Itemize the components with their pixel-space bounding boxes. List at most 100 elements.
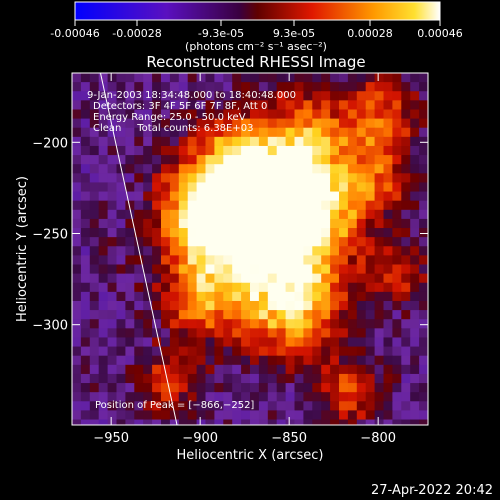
heatmap-cell [241,73,251,83]
heatmap-cell [285,73,296,83]
heatmap-cell [223,282,233,293]
annotation-time-range: 9-Jan-2003 18:34:48.000 to 18:40:48.000 [87,90,296,101]
heatmap-cell [285,264,296,275]
heatmap-cell [178,328,189,339]
heatmap-cell [178,300,189,311]
heatmap-cell [356,355,367,366]
heatmap-cell [392,173,402,184]
heatmap-cell [250,392,260,402]
heatmap-cell [196,355,207,366]
heatmap-cell [321,355,331,366]
heatmap-cell [303,328,313,339]
heatmap-cell [303,392,313,402]
heatmap-cell [214,209,224,220]
heatmap-cell [303,255,313,266]
heatmap-cell [161,328,171,339]
heatmap-cell [72,392,82,402]
heatmap-cell [410,127,420,138]
heatmap-cell [419,246,428,256]
heatmap-cell [356,346,367,357]
heatmap-cell [107,401,118,412]
heatmap-cell [419,91,428,101]
heatmap-cell [303,118,313,129]
annotation-detectors: Detectors: 3F 4F 5F 6F 7F 8F, Att 0 [93,101,267,112]
heatmap-cell [294,136,304,147]
heatmap-cell [401,191,411,202]
heatmap-cell [125,310,135,320]
heatmap-cell [330,419,340,425]
heatmap-cell [205,136,215,147]
heatmap-cell [392,155,402,165]
heatmap-cell [232,328,242,339]
heatmap-cell [89,255,100,266]
heatmap-cell [374,291,385,302]
heatmap-cell [223,419,233,425]
heatmap-cell [312,182,322,193]
heatmap-cell [401,118,411,129]
heatmap-cell [89,364,100,375]
heatmap-cell [107,82,118,92]
heatmap-cell [196,337,207,348]
heatmap-cell [107,291,118,302]
heatmap-cell [321,127,331,138]
heatmap-cell [205,182,215,193]
heatmap-cell [330,355,340,366]
heatmap-cell [232,246,242,256]
heatmap-cell [285,155,296,165]
heatmap-cell [258,209,269,220]
heatmap-cell [223,127,233,138]
heatmap-cell [214,145,224,156]
chart-title: Reconstructed RHESSI Image [146,53,365,71]
heatmap-cell [205,346,215,357]
heatmap-cell [365,310,376,320]
heatmap-cell [107,200,118,211]
heatmap-cell [72,255,82,266]
heatmap-cell [383,319,393,329]
heatmap-cell [303,100,313,111]
heatmap-cell [312,164,322,174]
heatmap-cell [285,328,296,339]
heatmap-cell [205,209,215,220]
heatmap-cell [214,273,224,284]
heatmap-cell [187,419,198,425]
heatmap-cell [312,337,322,348]
heatmap-cell [178,109,189,120]
heatmap-cell [116,209,126,220]
heatmap-cell [285,82,296,92]
heatmap-cell [258,191,269,202]
heatmap-cell [321,145,331,156]
heatmap-cell [401,218,411,229]
heatmap-cell [134,328,144,339]
heatmap-cell [152,237,162,247]
heatmap-cell [250,410,260,421]
heatmap-cell [89,310,100,320]
heatmap-cell [241,155,251,165]
heatmap-cell [187,145,198,156]
heatmap-cell [419,145,428,156]
heatmap-cell [419,200,428,211]
heatmap-cell [169,264,180,275]
heatmap-cell [365,182,376,193]
heatmap-cell [169,155,180,165]
heatmap-cell [258,319,269,329]
heatmap-cell [267,392,278,402]
heatmap-cell [365,155,376,165]
heatmap-cell [276,355,287,366]
heatmap-cell [143,182,153,193]
heatmap-cell [303,200,313,211]
heatmap-cell [161,383,171,393]
heatmap-cell [419,191,428,202]
heatmap-cell [161,155,171,165]
heatmap-cell [89,136,100,147]
heatmap-cell [187,373,198,384]
heatmap-cell [80,246,91,256]
heatmap-cell [410,246,420,256]
heatmap-cell [89,410,100,421]
heatmap-cell [143,127,153,138]
heatmap-cell [143,237,153,247]
heatmap-cell [321,401,331,412]
heatmap-cell [410,255,420,266]
heatmap-cell [419,310,428,320]
heatmap-cell [276,109,287,120]
heatmap-cell [250,73,260,83]
